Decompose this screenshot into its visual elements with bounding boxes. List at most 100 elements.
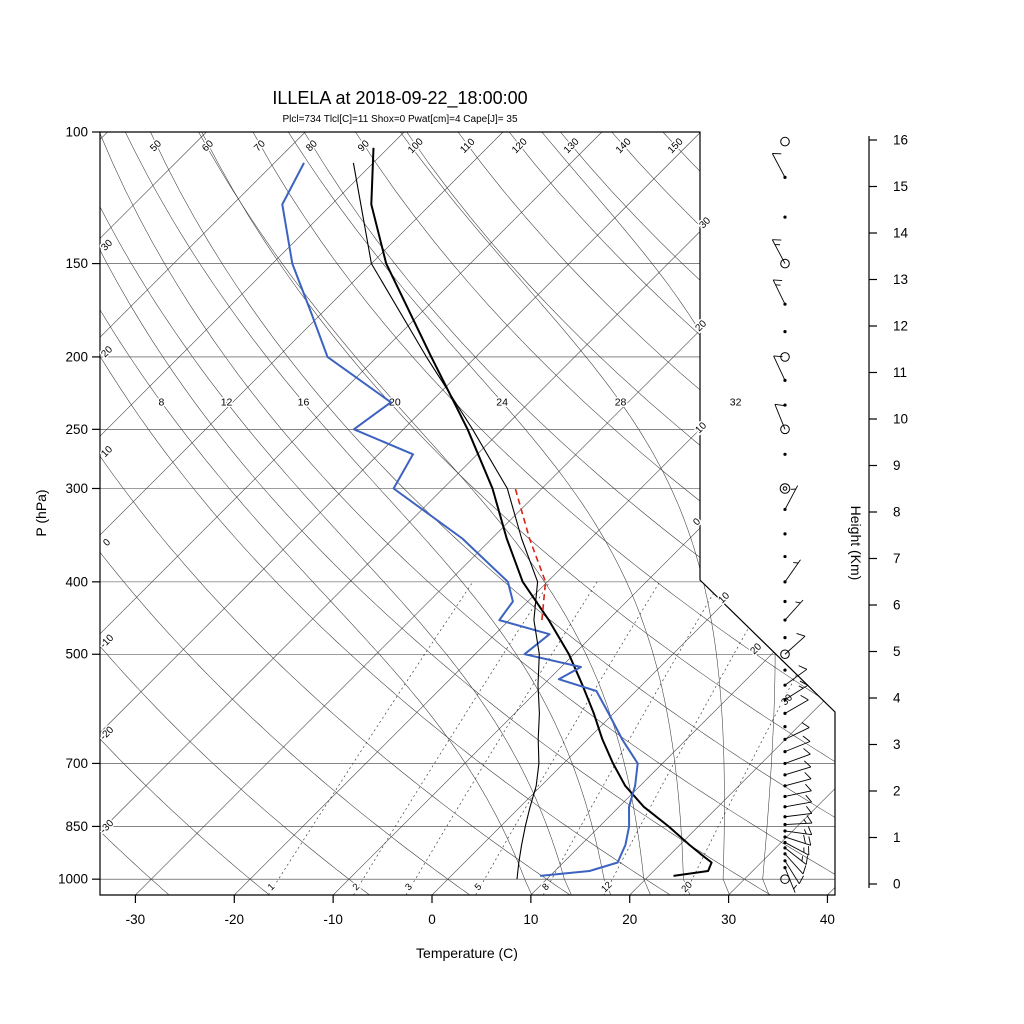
svg-text:20: 20 <box>748 641 764 657</box>
svg-text:1: 1 <box>893 830 901 845</box>
svg-text:32: 32 <box>730 396 742 408</box>
svg-text:500: 500 <box>65 647 88 662</box>
svg-text:0: 0 <box>101 537 113 549</box>
wind-barb <box>780 874 790 884</box>
chart-title: ILLELA at 2018-09-22_18:00:00 <box>272 88 527 109</box>
wind-barb <box>783 532 787 536</box>
svg-text:11: 11 <box>893 365 907 380</box>
svg-text:12: 12 <box>599 880 614 895</box>
wind-barb <box>773 355 787 382</box>
wind-barb <box>774 403 790 435</box>
svg-text:3: 3 <box>893 737 901 752</box>
wind-barb-column <box>771 136 813 893</box>
wind-barb <box>783 722 810 741</box>
svg-text:-30: -30 <box>126 912 146 927</box>
svg-text:100: 100 <box>406 136 426 156</box>
wind-barb <box>771 239 790 269</box>
svg-text:6: 6 <box>893 598 901 613</box>
wind-barb <box>783 668 787 672</box>
svg-text:20: 20 <box>389 396 401 408</box>
wind-barb <box>783 834 812 846</box>
wind-barb <box>783 485 799 512</box>
wind-barb <box>783 665 808 687</box>
svg-text:20: 20 <box>622 912 637 927</box>
dewpoint-trace <box>281 162 639 877</box>
svg-text:700: 700 <box>65 756 88 771</box>
chart-subtitle: Plcl=734 Tlcl[C]=11 Shox=0 Pwat[cm]=4 Ca… <box>282 114 517 125</box>
wind-barb <box>783 826 813 836</box>
pressure-axis-label: P (hPa) <box>33 489 49 536</box>
wind-barb <box>783 852 807 875</box>
svg-text:400: 400 <box>65 574 88 589</box>
svg-text:14: 14 <box>893 226 909 241</box>
temperature-trace <box>370 147 713 877</box>
wind-barb <box>783 636 787 640</box>
wind-barb <box>771 153 787 179</box>
svg-text:80: 80 <box>304 138 320 154</box>
svg-text:3: 3 <box>403 881 415 893</box>
svg-text:70: 70 <box>252 138 268 154</box>
svg-text:30: 30 <box>99 237 115 253</box>
svg-text:2: 2 <box>351 881 363 893</box>
svg-text:16: 16 <box>298 396 310 408</box>
svg-text:130: 130 <box>562 136 582 156</box>
svg-text:-20: -20 <box>225 912 245 927</box>
svg-text:60: 60 <box>200 138 216 154</box>
svg-text:10: 10 <box>99 444 115 460</box>
wind-barb <box>783 330 787 334</box>
wind-barb <box>783 554 787 559</box>
wind-barb <box>783 599 804 622</box>
svg-text:-10: -10 <box>323 912 343 927</box>
svg-text:250: 250 <box>65 422 88 437</box>
wind-barb <box>783 452 787 456</box>
svg-text:0: 0 <box>893 877 901 892</box>
wind-barb <box>783 846 808 865</box>
wind-barb <box>783 760 812 777</box>
wind-barb <box>780 136 790 147</box>
svg-text:24: 24 <box>496 396 508 408</box>
svg-text:15: 15 <box>893 179 908 194</box>
svg-text:20: 20 <box>693 318 709 334</box>
svg-text:13: 13 <box>893 272 908 287</box>
svg-text:110: 110 <box>458 136 477 155</box>
svg-text:30: 30 <box>721 912 736 927</box>
svg-text:5: 5 <box>473 881 485 893</box>
cape-segment <box>514 488 547 621</box>
svg-text:100: 100 <box>65 125 88 140</box>
svg-text:10: 10 <box>893 412 908 427</box>
svg-text:200: 200 <box>65 349 88 364</box>
svg-text:0: 0 <box>428 912 436 927</box>
svg-text:4: 4 <box>893 691 901 706</box>
wind-barb <box>783 695 809 716</box>
svg-text:8: 8 <box>540 881 552 893</box>
wind-barb <box>783 215 787 219</box>
wind-barb <box>783 866 798 893</box>
wind-barb <box>783 783 812 799</box>
svg-text:16: 16 <box>893 133 908 148</box>
wind-barb <box>783 680 809 702</box>
svg-text:9: 9 <box>893 458 901 473</box>
svg-text:-30: -30 <box>98 818 116 836</box>
svg-text:140: 140 <box>614 136 634 156</box>
wind-barb <box>779 483 791 494</box>
svg-text:5: 5 <box>893 644 901 659</box>
svg-text:12: 12 <box>893 319 908 334</box>
svg-text:50: 50 <box>148 138 164 154</box>
wind-barb <box>783 815 813 827</box>
plot-frame <box>99 131 836 896</box>
wind-barb <box>783 725 787 729</box>
sounding-traces <box>281 147 713 880</box>
height-axis-label: Height (Km) <box>848 506 864 581</box>
wind-barb <box>783 599 787 604</box>
svg-text:2: 2 <box>893 784 901 799</box>
svg-text:1000: 1000 <box>58 872 88 887</box>
skewt-background-grid <box>100 132 835 895</box>
svg-text:120: 120 <box>510 136 530 156</box>
svg-text:300: 300 <box>65 481 88 496</box>
temperature-axis-label: Temperature (C) <box>416 945 518 961</box>
svg-text:0: 0 <box>691 516 703 528</box>
svg-text:850: 850 <box>65 819 88 834</box>
